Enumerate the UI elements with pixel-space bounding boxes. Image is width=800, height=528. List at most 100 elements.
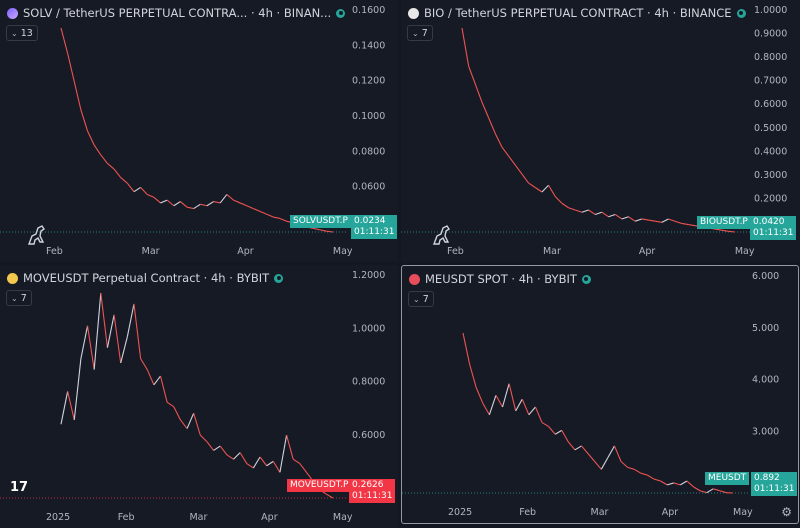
y-axis-tick-label: 0.1400 [352,40,385,51]
last-price-label: 0.0420 [750,216,796,229]
chart-title-bar[interactable]: MOVEUSDT Perpetual Contract · 4h · BYBIT [7,270,284,286]
price-segment [266,213,274,218]
chart-panel-solv[interactable]: 0.16000.14000.12000.10000.08000.06000.04… [0,0,398,262]
chart-panel-bio[interactable]: 1.0000 0.9000 0.8000 0.7000 0.6000 0.5000 0.40… [401,0,800,262]
price-segment [721,229,729,232]
chart-title: MOVEUSDT Perpetual Contract · 4h · BYBIT [23,271,270,285]
gear-icon[interactable]: ⚙ [781,505,792,519]
price-segment [239,452,248,464]
price-segment [548,426,556,435]
price-segment [120,336,128,364]
chart-title: MEUSDT SPOT · 4h · BYBIT [425,272,577,286]
dino-replay-icon[interactable] [431,224,453,246]
chart-title: SOLV / TetherUS PERPETUAL CONTRA... · 4h… [23,6,332,20]
price-segment [106,314,115,348]
x-axis-tick-label: Feb [447,246,464,257]
price-segment [140,187,148,195]
price-segment [80,325,89,359]
me-coin-icon [409,273,420,285]
candle-countdown: 01:11:31 [751,483,797,496]
price-segment [628,216,636,222]
x-axis-tick-label: Apr [662,507,679,518]
price-segment [514,164,523,175]
price-segment [67,53,75,82]
price-segment [166,401,175,408]
chart-title-bar[interactable]: BIO / TetherUS PERPETUAL CONTRACT · 4h ·… [408,5,746,21]
price-segment [159,375,168,403]
y-axis-tick-label: 5.000 [752,323,779,334]
price-segment [120,177,128,184]
price-segment [259,456,268,467]
price-segment [146,369,155,386]
price-segment [193,413,201,436]
y-axis-tick-label: 0.0800 [352,146,385,157]
price-segment [468,66,476,85]
y-axis-tick-label: 0.1200 [352,76,385,87]
price-segment [219,445,228,456]
indicators-toggle[interactable]: ⌄ 7 [408,291,434,307]
y-axis-tick-label: 1.0000 [352,323,385,334]
price-segment [521,398,530,415]
y-axis-tick-label: 0.1600 [352,5,385,16]
price-segment [87,130,95,146]
indicators-toggle[interactable]: ⌄ 7 [6,290,32,306]
price-segment [633,468,642,474]
bio-coin-icon [408,7,419,19]
price-segment [113,168,122,178]
price-segment [627,466,635,470]
price-segment [147,193,155,198]
price-segment [67,391,75,420]
indicators-toggle[interactable]: ⌄ 7 [407,25,433,41]
price-segment [60,391,69,425]
price-segment [206,441,215,451]
price-segment [607,445,615,458]
price-segment [226,454,234,460]
price-segment [568,207,576,211]
price-segment [481,101,490,119]
chart-panel-move[interactable]: 1.20001.00000.80000.60000.40002025FebMar… [0,265,398,528]
price-segment [252,456,261,469]
price-segment [253,208,261,212]
price-segment [226,194,234,201]
price-segment [233,452,241,460]
price-segment [160,199,168,204]
price-segment [326,230,334,233]
price-segment [581,209,589,213]
chart-panel-me[interactable]: 6.0005.0004.0003.0002.0002025FebMarAprMa… [401,265,799,524]
move-coin-icon [7,272,18,284]
price-segment [653,478,661,482]
price-segment [661,218,669,223]
price-segment [86,325,95,370]
x-axis-tick-label: Feb [118,512,135,523]
x-axis-tick-label: Apr [237,246,254,257]
tradingview-logo[interactable]: 17 [10,480,29,495]
price-segment [521,173,530,184]
price-segment [668,218,676,222]
last-price-label: 0.0234 [351,215,397,228]
chevron-down-icon: ⌄ [11,28,18,38]
price-segment [113,314,122,364]
indicators-toggle[interactable]: ⌄ 13 [6,25,38,41]
price-segment [508,155,516,166]
y-axis-tick-label: 0.6000 [352,430,385,441]
x-axis-tick-label: May [735,246,755,257]
price-segment [246,463,254,469]
symbol-tag: SOLVUSDT.P [290,215,351,228]
price-segment [719,490,727,494]
price-segment [93,144,102,156]
price-segment [93,292,102,370]
price-segment [620,461,628,468]
price-segment [660,480,668,486]
chart-title-bar[interactable]: MEUSDT SPOT · 4h · BYBIT [409,271,591,287]
price-segment [219,194,228,204]
price-segment [286,435,294,460]
chart-title-bar[interactable]: SOLV / TetherUS PERPETUAL CONTRA... · 4h… [7,5,346,21]
price-segment [501,146,510,157]
candle-countdown: 01:11:31 [351,226,397,239]
dino-replay-icon[interactable] [26,224,48,246]
price-segment [73,81,82,110]
price-segment [495,395,503,408]
chart-title: BIO / TetherUS PERPETUAL CONTRACT · 4h ·… [424,6,732,20]
price-segment [641,218,649,221]
